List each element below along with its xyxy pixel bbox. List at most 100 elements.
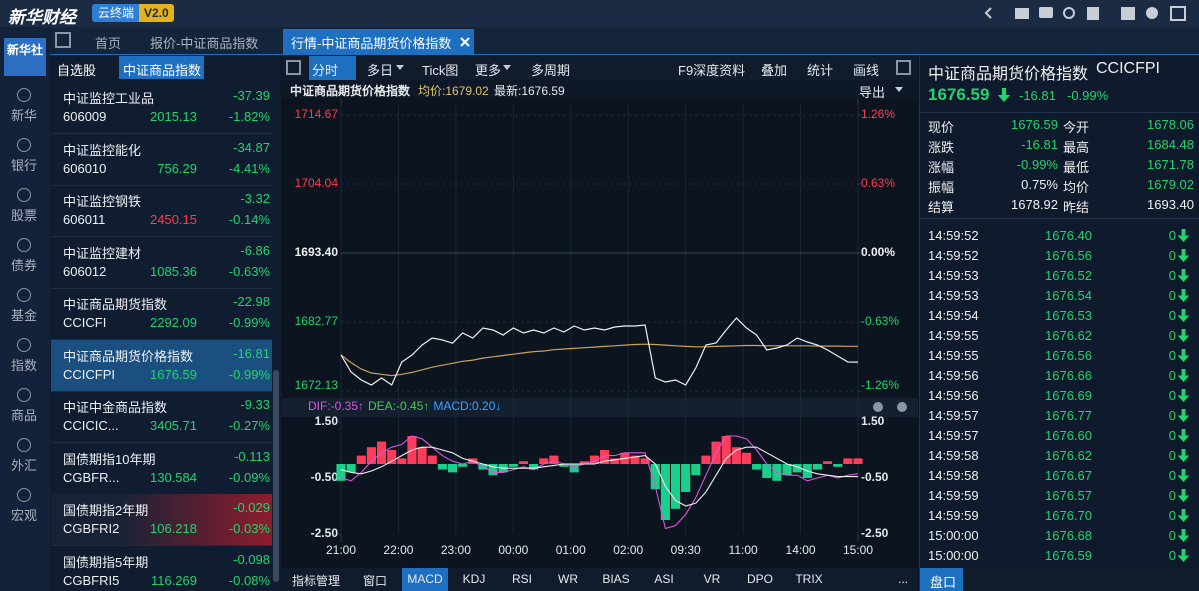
note-icon[interactable] [1087,7,1099,20]
macd-bar [589,455,599,464]
watchlist-tab[interactable]: 自选股 [57,63,97,78]
skin-icon[interactable] [1121,7,1135,20]
indicator-tab[interactable]: ASI [654,572,674,586]
tick-price: 1676.69 [1045,388,1092,403]
code: CCICFI [63,315,107,330]
toolbar-active[interactable] [309,56,356,80]
tab-label[interactable]: 行情-中证商品期货价格指数 [291,36,452,51]
menu-icon[interactable] [1170,6,1186,21]
quote-tab-active[interactable] [920,568,963,591]
indicator-tab[interactable]: KDJ [462,572,486,586]
tab-close[interactable] [460,37,470,47]
macd-close[interactable] [897,402,907,412]
nav-label[interactable]: 基金 [11,308,38,323]
macd-bar [600,450,610,464]
macd-bar [529,464,539,470]
quote-tab[interactable]: 盘口 [930,575,957,590]
nav-icon[interactable] [17,188,31,202]
settings-icon[interactable] [1146,7,1158,19]
watchlist-tab-active[interactable] [119,56,204,79]
nav-label[interactable]: 外汇 [11,458,38,473]
macd-bar [336,464,346,481]
toolbar-button[interactable]: 多周期 [531,63,571,78]
price: 106.218 [150,521,197,536]
nav-label[interactable]: 商品 [11,408,38,423]
toolbar-button[interactable]: F9深度资料 [678,63,746,78]
nav-icon[interactable] [17,488,31,502]
toolbar-button[interactable]: 分时 [312,63,339,78]
macd-settings[interactable] [873,402,883,412]
indicator-tab[interactable]: RSI [511,572,532,586]
tick-price: 1676.60 [1045,428,1092,443]
indicator-tab[interactable]: WR [558,572,578,586]
nav-icon[interactable] [17,288,31,302]
indicator-tab[interactable]: 指标管理 [291,574,340,588]
indicator-tab[interactable]: MACD [407,572,443,586]
nav-label[interactable]: 银行 [11,158,38,173]
tab-bar [0,27,1199,55]
mail-icon[interactable] [1015,8,1029,19]
nav-icon[interactable] [17,388,31,402]
y2-tick-label: 0.00% [861,245,895,259]
price: 116.269 [150,572,197,588]
export-button[interactable]: 导出 [859,85,886,100]
watchlist-tab[interactable]: 中证商品指数 [123,63,202,78]
tick-volume: 0 [1168,348,1176,363]
nav-icon[interactable] [17,438,31,452]
indicator-tab[interactable]: VR [703,572,721,586]
info-name: 中证商品期货价格指数 [290,84,411,98]
nav-label[interactable]: 指数 [11,358,38,373]
chat-icon[interactable] [1039,7,1053,18]
indicator-tab[interactable]: BIAS [602,572,630,586]
pct: -4.41% [228,160,270,176]
toolbar-button[interactable]: 更多 [475,63,502,78]
tick-volume: 0 [1168,448,1176,463]
y-tick-label: 1714.67 [295,107,339,121]
y2-tick-label: 0.63% [861,176,895,190]
row-divider [51,442,272,443]
sidebar-toggle[interactable] [55,32,71,48]
tick-time: 14:59:53 [928,268,979,283]
instrument-name: 国债期指10年期 [63,451,156,467]
down-arrow [1177,529,1190,542]
nav-label[interactable]: 债券 [11,258,38,273]
toolbar-button[interactable]: 多日 [367,63,394,78]
panel-toggle[interactable] [286,60,301,75]
down-arrow [1177,269,1190,282]
indicator-tab[interactable]: 窗口 [362,574,387,588]
toolbar-button[interactable]: 统计 [807,63,834,78]
nav-icon[interactable] [17,138,31,152]
nav-icon[interactable] [17,238,31,252]
row-selected[interactable] [51,339,272,391]
macd-legend: MACD:0.20↓ [433,399,501,413]
scrollbar[interactable] [273,370,279,582]
row-alert[interactable] [51,494,272,545]
pct: -0.14% [228,212,270,227]
indicator-active[interactable] [402,568,448,591]
toolbar-button[interactable]: 画线 [853,63,880,78]
tab-label[interactable]: 首页 [95,36,122,51]
toolbar-button[interactable]: 叠加 [761,63,788,78]
nav-icon[interactable] [17,338,31,352]
app-badge: 云终端 [92,4,141,22]
share-icon[interactable] [1063,7,1075,19]
nav-label[interactable]: 新华 [11,108,38,123]
code: 606009 [63,109,107,124]
active-tab[interactable] [283,29,474,54]
arrow-shape [1177,409,1190,422]
tab-label[interactable]: 报价-中证商品指数 [150,36,259,51]
indicator-tab[interactable]: DPO [746,572,773,586]
toolbar-button[interactable]: Tick图 [422,63,459,78]
row-divider [51,184,272,186]
back-icon[interactable] [984,7,992,19]
nav-icon[interactable] [17,88,31,102]
nav-label[interactable]: 股票 [11,208,38,223]
indicator-tab[interactable]: ... [897,572,908,586]
macd-y2-tick-label: -0.50 [861,470,889,484]
indicator-tab[interactable]: TRIX [795,572,823,586]
macd-bar [823,461,833,464]
panel-toggle[interactable] [896,60,911,75]
stat-value: 1679.02 [1147,177,1194,192]
macd-bar [427,455,437,464]
nav-label[interactable]: 宏观 [11,508,38,523]
